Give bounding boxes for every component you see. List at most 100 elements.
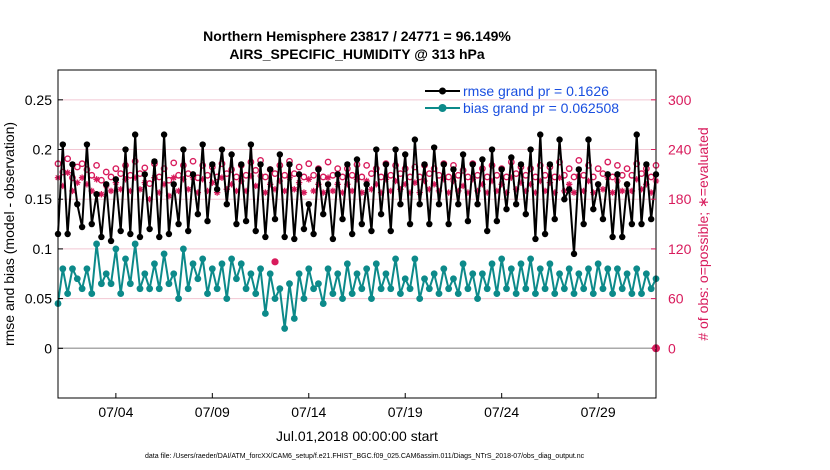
obs-possible-point: [339, 173, 346, 181]
y-tick-label-right-4: 240: [668, 142, 692, 158]
rmse-point: [74, 200, 81, 208]
rmse-point: [575, 166, 583, 173]
bias-point: [184, 285, 192, 293]
rmse-point: [305, 200, 312, 208]
bias-point: [560, 285, 568, 293]
rmse-point: [223, 200, 230, 208]
bias-point: [512, 290, 520, 298]
obs-evaluated-point: [609, 189, 616, 196]
obs-evaluated-point: [262, 189, 269, 196]
bias-point: [416, 295, 424, 303]
obs-evaluated-point: [430, 181, 438, 188]
x-tick-label-2: 07/14: [291, 404, 326, 420]
obs-evaluated-point: [107, 187, 115, 195]
obs-evaluated-point: [199, 176, 206, 183]
obs-evaluated-point: [406, 189, 414, 196]
rmse-point: [614, 171, 621, 178]
obs-evaluated-point: [537, 177, 544, 185]
obs-evaluated-point: [233, 187, 240, 195]
obs-possible-point: [295, 163, 303, 171]
bias-point: [131, 240, 139, 248]
rmse-point: [638, 220, 645, 228]
bias-point: [459, 260, 467, 268]
rmse-point: [623, 181, 631, 188]
obs-evaluated-point: [160, 181, 168, 188]
obs-possible-point: [623, 165, 631, 173]
series-layer: [54, 131, 660, 353]
rmse-point: [117, 227, 124, 235]
bias-point: [276, 285, 284, 293]
bias-point: [478, 270, 486, 278]
rmse-point: [233, 220, 240, 228]
bias-point: [179, 245, 187, 253]
rmse-point: [517, 161, 525, 168]
y-tick-label-left-0: 0: [44, 340, 52, 356]
bias-point: [151, 260, 158, 268]
rmse-point: [180, 146, 187, 153]
obs-evaluated-point: [551, 189, 558, 196]
bias-point: [233, 275, 240, 283]
rmse-point: [493, 217, 501, 225]
rmse-point: [464, 217, 472, 225]
obs-evaluated-point: [180, 176, 187, 183]
obs-possible-point: [633, 160, 641, 168]
bias-point: [165, 280, 173, 288]
obs-evaluated-point: [459, 182, 467, 190]
rmse-point: [320, 210, 327, 218]
rmse-point: [537, 131, 544, 138]
bias-point: [522, 285, 530, 293]
rmse-point: [315, 166, 322, 173]
rmse-point: [397, 200, 404, 208]
rmse-point: [387, 227, 394, 235]
rmse-point: [127, 230, 134, 238]
obs-evaluated-point: [252, 182, 259, 190]
y-tick-label-right-1: 60: [668, 291, 684, 307]
bias-point: [339, 295, 346, 303]
rmse-point: [647, 215, 655, 223]
obs-evaluated-point: [78, 174, 86, 181]
bias-point: [493, 290, 501, 298]
obs-evaluated-point: [512, 186, 520, 193]
bias-point: [208, 265, 216, 273]
bias-point: [469, 270, 477, 278]
rmse-point: [189, 171, 197, 178]
rmse-point: [459, 151, 467, 158]
obs-evaluated-point: [175, 187, 182, 195]
bias-point: [146, 285, 154, 293]
bias-point: [556, 270, 563, 278]
rmse-point: [300, 225, 308, 233]
obs-evaluated-point: [329, 187, 337, 195]
x-tick-label-4: 07/24: [484, 404, 519, 420]
obs-evaluated-point: [223, 186, 230, 193]
bias-point: [604, 265, 612, 273]
rmse-point: [411, 136, 419, 143]
obs-evaluated-point: [522, 187, 529, 195]
obs-evaluated-point: [474, 187, 481, 195]
rmse-point: [594, 181, 602, 188]
bias-point: [305, 265, 313, 273]
obs-evaluated-point: [488, 177, 496, 185]
bias-point: [421, 275, 428, 283]
obs-evaluated-point: [209, 179, 216, 186]
obs-possible-point: [575, 156, 583, 164]
obs-possible-point: [160, 165, 168, 173]
obs-evaluated-point: [127, 187, 134, 195]
rmse-point: [527, 146, 534, 153]
rmse-point: [238, 161, 245, 168]
obs-evaluated-point: [238, 177, 245, 185]
bias-point: [247, 270, 255, 278]
obs-evaluated-point: [353, 176, 361, 183]
obs-evaluated-point: [517, 179, 525, 186]
obs-evaluated-point: [291, 186, 298, 193]
bias-point: [498, 255, 506, 263]
obs-possible-point: [300, 173, 308, 181]
bias-point: [102, 270, 110, 278]
obs-evaluated-point: [643, 181, 650, 188]
chart-subtitle: AIRS_SPECIFIC_HUMIDITY @ 313 hPa: [229, 46, 485, 62]
obs-possible-point: [98, 176, 105, 184]
x-tick-label-3: 07/19: [388, 404, 423, 420]
rmse-point: [257, 161, 264, 168]
bias-point: [300, 295, 308, 303]
obs-evaluated-point: [69, 187, 76, 195]
obs-possible-point: [614, 161, 621, 169]
